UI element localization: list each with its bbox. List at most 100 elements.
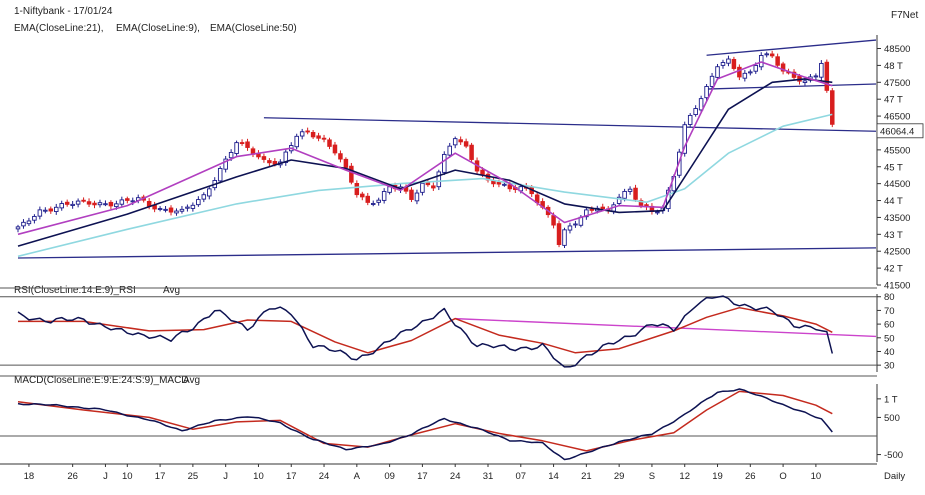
candle-body <box>103 203 108 206</box>
candle-body <box>327 139 332 147</box>
x-tick-label: 24 <box>450 471 461 482</box>
candle-body <box>813 75 819 78</box>
rsi-title: RSI(CloseLine:14:E:9)_RSI <box>14 285 136 296</box>
price-tick-label: 41500 <box>884 281 910 292</box>
price-tick-label: 47500 <box>884 78 910 89</box>
last-price-label: 46064.4 <box>880 126 914 137</box>
macd-signal-line <box>17 390 833 452</box>
x-tick-label: 25 <box>188 471 199 482</box>
candle-body <box>480 169 485 175</box>
candle-body <box>370 203 376 205</box>
price-tick-label: 46500 <box>884 112 910 123</box>
candle-body <box>217 167 223 182</box>
candle-body <box>92 202 97 206</box>
candle-body <box>551 215 556 226</box>
candle-body <box>70 203 75 206</box>
chart-title: 1-Niftybank - 17/01/24 <box>14 6 113 17</box>
candle-body <box>21 221 26 227</box>
x-tick-label: 12 <box>679 471 690 482</box>
candle-body <box>584 209 589 218</box>
candle-body <box>316 135 321 139</box>
candle-body <box>305 130 310 133</box>
candle-body <box>196 199 201 206</box>
rsi-tick-label: 60 <box>884 320 895 331</box>
candle-body <box>146 200 152 207</box>
x-tick-label: 17 <box>417 471 428 482</box>
candle-body <box>425 182 431 186</box>
price-trendline <box>706 83 877 90</box>
price-tick-label: 42 T <box>884 264 903 275</box>
candle-body <box>431 185 436 189</box>
candle-body <box>163 208 168 211</box>
candle-body <box>119 199 125 205</box>
candle-body <box>343 158 349 168</box>
candle-body <box>633 187 638 200</box>
candle-body <box>496 181 502 185</box>
candle-body <box>321 137 327 140</box>
macd-panel: MACD(CloseLine:E:9:E:24:S:9)_MACD Avg 1 … <box>0 375 903 462</box>
candle-body <box>299 131 305 137</box>
candle-body <box>758 55 764 68</box>
candle-body <box>130 200 136 203</box>
rsi-tick-label: 40 <box>884 347 895 358</box>
candle-body <box>567 225 573 231</box>
candle-body <box>108 201 114 207</box>
rsi-avg-line <box>18 306 833 354</box>
candle-body <box>447 145 452 156</box>
x-tick-label: 21 <box>581 471 592 482</box>
candle-body <box>354 183 360 196</box>
candle-body <box>32 215 37 221</box>
candle-body <box>627 188 633 192</box>
legend-ema9: EMA(CloseLine:9), <box>116 23 200 34</box>
candle-body <box>381 191 387 201</box>
candle-body <box>365 195 371 203</box>
candle-body <box>294 135 299 148</box>
candle-body <box>458 139 463 143</box>
candle-body <box>239 142 245 145</box>
candle-body <box>338 153 343 160</box>
legend-ema21: EMA(CloseLine:21), <box>14 23 103 34</box>
candle-body <box>764 53 769 56</box>
x-tick-label: 17 <box>155 471 166 482</box>
ema50-line <box>17 113 833 258</box>
candle-body <box>114 203 119 208</box>
candle-body <box>207 188 212 197</box>
candle-body <box>442 153 447 173</box>
x-tick-label: 17 <box>286 471 297 482</box>
x-tick-label: 14 <box>548 471 559 482</box>
rsi-tick-label: 30 <box>884 361 895 372</box>
candle-body <box>179 208 185 212</box>
x-tick-label: 10 <box>811 471 822 482</box>
x-tick-label: O <box>779 471 786 482</box>
rsi-panel: RSI(CloseLine:14:E:9)_RSI Avg 80 70 60 50 40… <box>0 285 895 372</box>
candle-body <box>75 200 81 205</box>
candle-body <box>622 190 627 199</box>
x-tick-label: 10 <box>253 471 264 482</box>
x-tick-label: A <box>354 471 361 482</box>
x-axis: Daily 18 26 J 10 17 25 J 10 17 24 A 09 17 24 31 07 14 21 2… <box>0 463 905 482</box>
macd-tick-label: -500 <box>884 450 903 461</box>
x-tick-label: 19 <box>712 471 723 482</box>
price-tick-label: 48 T <box>884 61 903 72</box>
price-tick-label: 44500 <box>884 179 910 190</box>
candle-body <box>507 184 513 190</box>
candle-body <box>86 201 92 205</box>
ema21-line <box>17 78 833 247</box>
candle-body <box>360 193 365 198</box>
candle-body <box>436 171 442 188</box>
candle-body <box>655 211 660 214</box>
rsi-tick-label: 50 <box>884 333 895 344</box>
candle-body <box>589 208 595 211</box>
x-tick-label: 07 <box>515 471 526 482</box>
candle-body <box>715 66 720 78</box>
x-tick-label: 10 <box>122 471 133 482</box>
brand-label: F7Net <box>891 10 918 21</box>
candle-body <box>376 199 381 203</box>
candle-body <box>463 141 469 147</box>
price-tick-label: 45500 <box>884 145 910 156</box>
candle-body <box>349 165 354 183</box>
candle-body <box>168 207 174 213</box>
price-tick-label: 43500 <box>884 213 910 224</box>
